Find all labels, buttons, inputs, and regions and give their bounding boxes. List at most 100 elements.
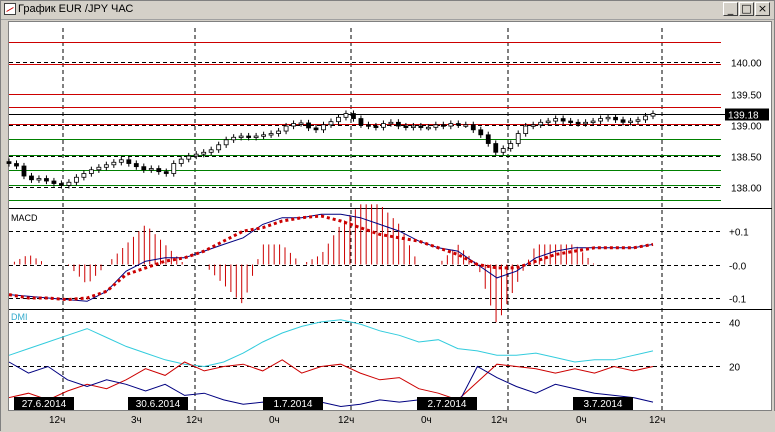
- dmi-minus-line: [8, 361, 654, 408]
- candle: [186, 155, 192, 160]
- candle: [478, 129, 484, 136]
- candle: [261, 134, 267, 137]
- macd-signal-line: [8, 214, 654, 302]
- candle: [44, 178, 49, 182]
- candle: [388, 121, 394, 125]
- dmi-plus-line: [8, 359, 654, 401]
- last-price-label: 139.18: [728, 111, 759, 122]
- candle: [620, 119, 626, 123]
- candle: [530, 124, 536, 127]
- candle: [560, 118, 566, 122]
- plot-area: [8, 21, 772, 411]
- candle: [148, 168, 154, 171]
- candle: [133, 163, 139, 168]
- candle: [395, 121, 401, 127]
- candle: [470, 124, 476, 131]
- candle: [403, 125, 409, 128]
- candle: [568, 120, 574, 123]
- candle: [455, 123, 461, 126]
- candle: [643, 115, 648, 121]
- date-label-box: [128, 397, 188, 410]
- title-bar[interactable]: График EUR /JPY ЧАС _ □ ×: [1, 1, 774, 20]
- candle: [36, 178, 42, 181]
- candle: [493, 143, 499, 153]
- candle: [628, 120, 633, 123]
- hour-label: 12ч: [186, 415, 202, 426]
- candle: [238, 135, 244, 138]
- window-title: График EUR /JPY ЧАС: [18, 3, 134, 15]
- hour-label: 12ч: [49, 415, 65, 426]
- candle: [373, 125, 379, 128]
- candle: [358, 118, 364, 126]
- candle: [336, 116, 341, 123]
- candle: [583, 121, 589, 125]
- candle: [283, 125, 289, 132]
- price-tick-label: 138.50: [731, 153, 762, 164]
- candle: [650, 113, 656, 117]
- candle: [141, 166, 147, 171]
- candle: [553, 118, 559, 122]
- candle: [613, 116, 618, 121]
- candle: [463, 124, 469, 127]
- date-label: 30.6.2014: [136, 399, 181, 410]
- dmi-title: DMI: [11, 312, 28, 322]
- candle: [598, 118, 603, 122]
- date-label: 1.7.2014: [274, 399, 313, 410]
- time-axis-strip: [1, 411, 775, 432]
- candle: [246, 135, 252, 138]
- hour-label: 0ч: [269, 415, 280, 426]
- candle: [14, 163, 19, 167]
- hour-label: 3ч: [131, 415, 142, 426]
- candle: [328, 121, 334, 126]
- last-price-box: [725, 108, 769, 121]
- candle: [51, 180, 57, 184]
- minimize-button[interactable]: _: [723, 2, 738, 16]
- candle: [73, 176, 79, 183]
- candle: [605, 116, 611, 120]
- candle: [111, 161, 117, 166]
- candle: [178, 158, 184, 164]
- macd-tick-label: -0.0: [729, 262, 747, 273]
- candle: [66, 181, 72, 186]
- candle: [103, 164, 109, 168]
- candle: [6, 161, 12, 164]
- candle: [545, 120, 551, 123]
- candle: [216, 144, 222, 151]
- candle: [448, 123, 454, 127]
- candle: [231, 136, 237, 141]
- candle: [351, 113, 356, 119]
- maximize-button[interactable]: □: [739, 2, 754, 16]
- candle: [418, 125, 424, 128]
- candle: [208, 149, 214, 153]
- candle: [96, 166, 102, 171]
- price-tick-label: 138.00: [731, 184, 762, 195]
- date-label: 27.6.2014: [22, 399, 67, 410]
- macd-title: MACD: [11, 213, 38, 223]
- candle: [163, 171, 169, 174]
- dmi-tick-label: 40: [729, 319, 741, 330]
- candle: [635, 119, 641, 122]
- candle: [366, 124, 371, 127]
- dmi-tick-label: 20: [729, 363, 741, 374]
- close-button[interactable]: ×: [755, 2, 770, 16]
- candle: [590, 120, 596, 123]
- hour-label: 0ч: [576, 415, 587, 426]
- candle: [500, 148, 506, 153]
- candle: [306, 122, 311, 129]
- price-tick-label: 139.00: [731, 122, 762, 133]
- candle: [59, 183, 64, 186]
- candle: [485, 134, 491, 144]
- candle: [126, 159, 132, 164]
- price-tick-label: 140.00: [731, 59, 762, 70]
- dmi-adx-line: [8, 319, 654, 368]
- candle: [29, 175, 34, 181]
- candle: [523, 125, 529, 134]
- candle: [313, 127, 319, 131]
- candle: [298, 122, 304, 125]
- candle: [193, 153, 199, 157]
- date-label-box: [573, 397, 633, 410]
- candle: [88, 169, 94, 174]
- hour-label: 0ч: [421, 415, 432, 426]
